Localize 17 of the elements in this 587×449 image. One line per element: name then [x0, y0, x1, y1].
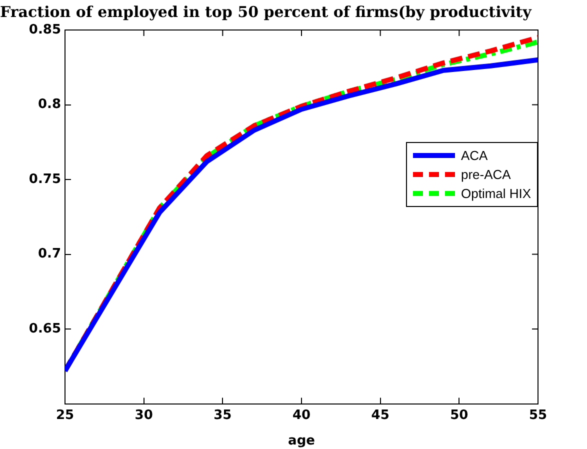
- y-tick-label: 0.75: [28, 172, 61, 187]
- x-tick-label: 50: [450, 408, 468, 423]
- y-tick-label: 0.7: [38, 246, 61, 262]
- x-tick-label: 55: [528, 408, 548, 423]
- y-tick-label: 0.8: [38, 97, 61, 112]
- y-tick-label: 0.85: [28, 22, 61, 38]
- x-tick-label: 35: [214, 408, 232, 423]
- x-tick-label: 30: [134, 408, 153, 423]
- legend-label: Optimal HIX: [461, 186, 532, 201]
- x-tick-label: 45: [371, 408, 390, 423]
- x-axis-title: age: [288, 434, 316, 449]
- x-tick-label: 25: [56, 408, 74, 423]
- y-tick-label: 0.65: [28, 321, 61, 336]
- legend-label: ACA: [461, 148, 488, 163]
- legend-label: pre-ACA: [461, 166, 511, 182]
- x-tick-label: 40: [292, 408, 311, 423]
- chart-title: Fraction of employed in top 50 percent of firms(by productivity: [0, 2, 533, 21]
